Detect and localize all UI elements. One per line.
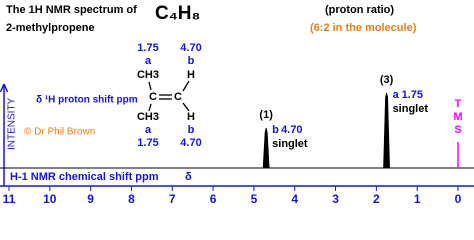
x-tick-label: 7 bbox=[169, 192, 176, 206]
molecule: 1.75 a CH3 CH3 a 1.75 4.70 b H H b 4.70 … bbox=[137, 42, 202, 149]
proton-letter: b bbox=[188, 124, 195, 136]
x-tick-label: 0 bbox=[455, 192, 462, 206]
x-tick-label: 5 bbox=[251, 192, 258, 206]
x-tick-label: 6 bbox=[210, 192, 217, 206]
peak-shift: 4.70 bbox=[281, 124, 302, 136]
proton-letter: a bbox=[145, 55, 152, 67]
atom: H bbox=[187, 69, 195, 81]
peak-multiplicity: singlet bbox=[272, 138, 308, 150]
peak-ratio: (1) bbox=[259, 109, 273, 121]
formula: C₄H₈ bbox=[155, 3, 200, 24]
bonds bbox=[148, 80, 190, 112]
tms-letter: M bbox=[453, 111, 462, 123]
peak-multiplicity: singlet bbox=[393, 103, 429, 115]
y-axis-arrow bbox=[0, 83, 9, 93]
chart: The 1H NMR spectrum of 2-methylpropene C… bbox=[0, 3, 474, 206]
peak bbox=[262, 127, 270, 169]
ratio-note: (6:2 in the molecule) bbox=[310, 22, 417, 34]
credit: © Dr Phil Brown bbox=[24, 127, 95, 138]
proton-letter: b bbox=[188, 55, 195, 67]
peak-ratio: (3) bbox=[380, 74, 394, 86]
atom: C bbox=[174, 91, 182, 103]
x-tick-label: 4 bbox=[291, 192, 298, 206]
shift-label: 4.70 bbox=[180, 42, 201, 54]
x-tick-label: 10 bbox=[43, 192, 57, 206]
title-line: The 1H NMR spectrum of bbox=[6, 4, 137, 16]
shift-label: 1.75 bbox=[137, 137, 158, 149]
shift-note: δ ¹H proton shift ppm bbox=[36, 95, 138, 106]
group: CH3 bbox=[137, 111, 159, 123]
x-axis-symbol: δ bbox=[185, 171, 192, 183]
peak bbox=[383, 92, 390, 169]
atom: H bbox=[187, 111, 195, 123]
atom: C bbox=[149, 91, 157, 103]
peak-proton: b bbox=[272, 124, 279, 136]
ratio-title: (proton ratio) bbox=[325, 4, 394, 16]
peak-proton: a bbox=[393, 89, 400, 101]
peak-shift: 1.75 bbox=[402, 89, 423, 101]
x-tick-label: 9 bbox=[87, 192, 94, 206]
y-axis-label: INTENSITY bbox=[7, 97, 18, 150]
x-tick-label: 8 bbox=[128, 192, 135, 206]
x-tick-label: 2 bbox=[373, 192, 380, 206]
shift-label: 4.70 bbox=[180, 137, 201, 149]
shift-label: 1.75 bbox=[137, 42, 158, 54]
tms-letter: S bbox=[454, 124, 461, 136]
x-tick-label: 11 bbox=[3, 192, 16, 206]
x-axis-label: H-1 NMR chemical shift ppm bbox=[10, 171, 159, 183]
proton-letter: a bbox=[145, 124, 152, 136]
x-tick-label: 1 bbox=[414, 192, 421, 206]
title-line: 2-methylpropene bbox=[6, 22, 95, 34]
group: CH3 bbox=[137, 69, 159, 81]
tms-letter: T bbox=[455, 98, 462, 110]
x-tick-label: 3 bbox=[332, 192, 339, 206]
